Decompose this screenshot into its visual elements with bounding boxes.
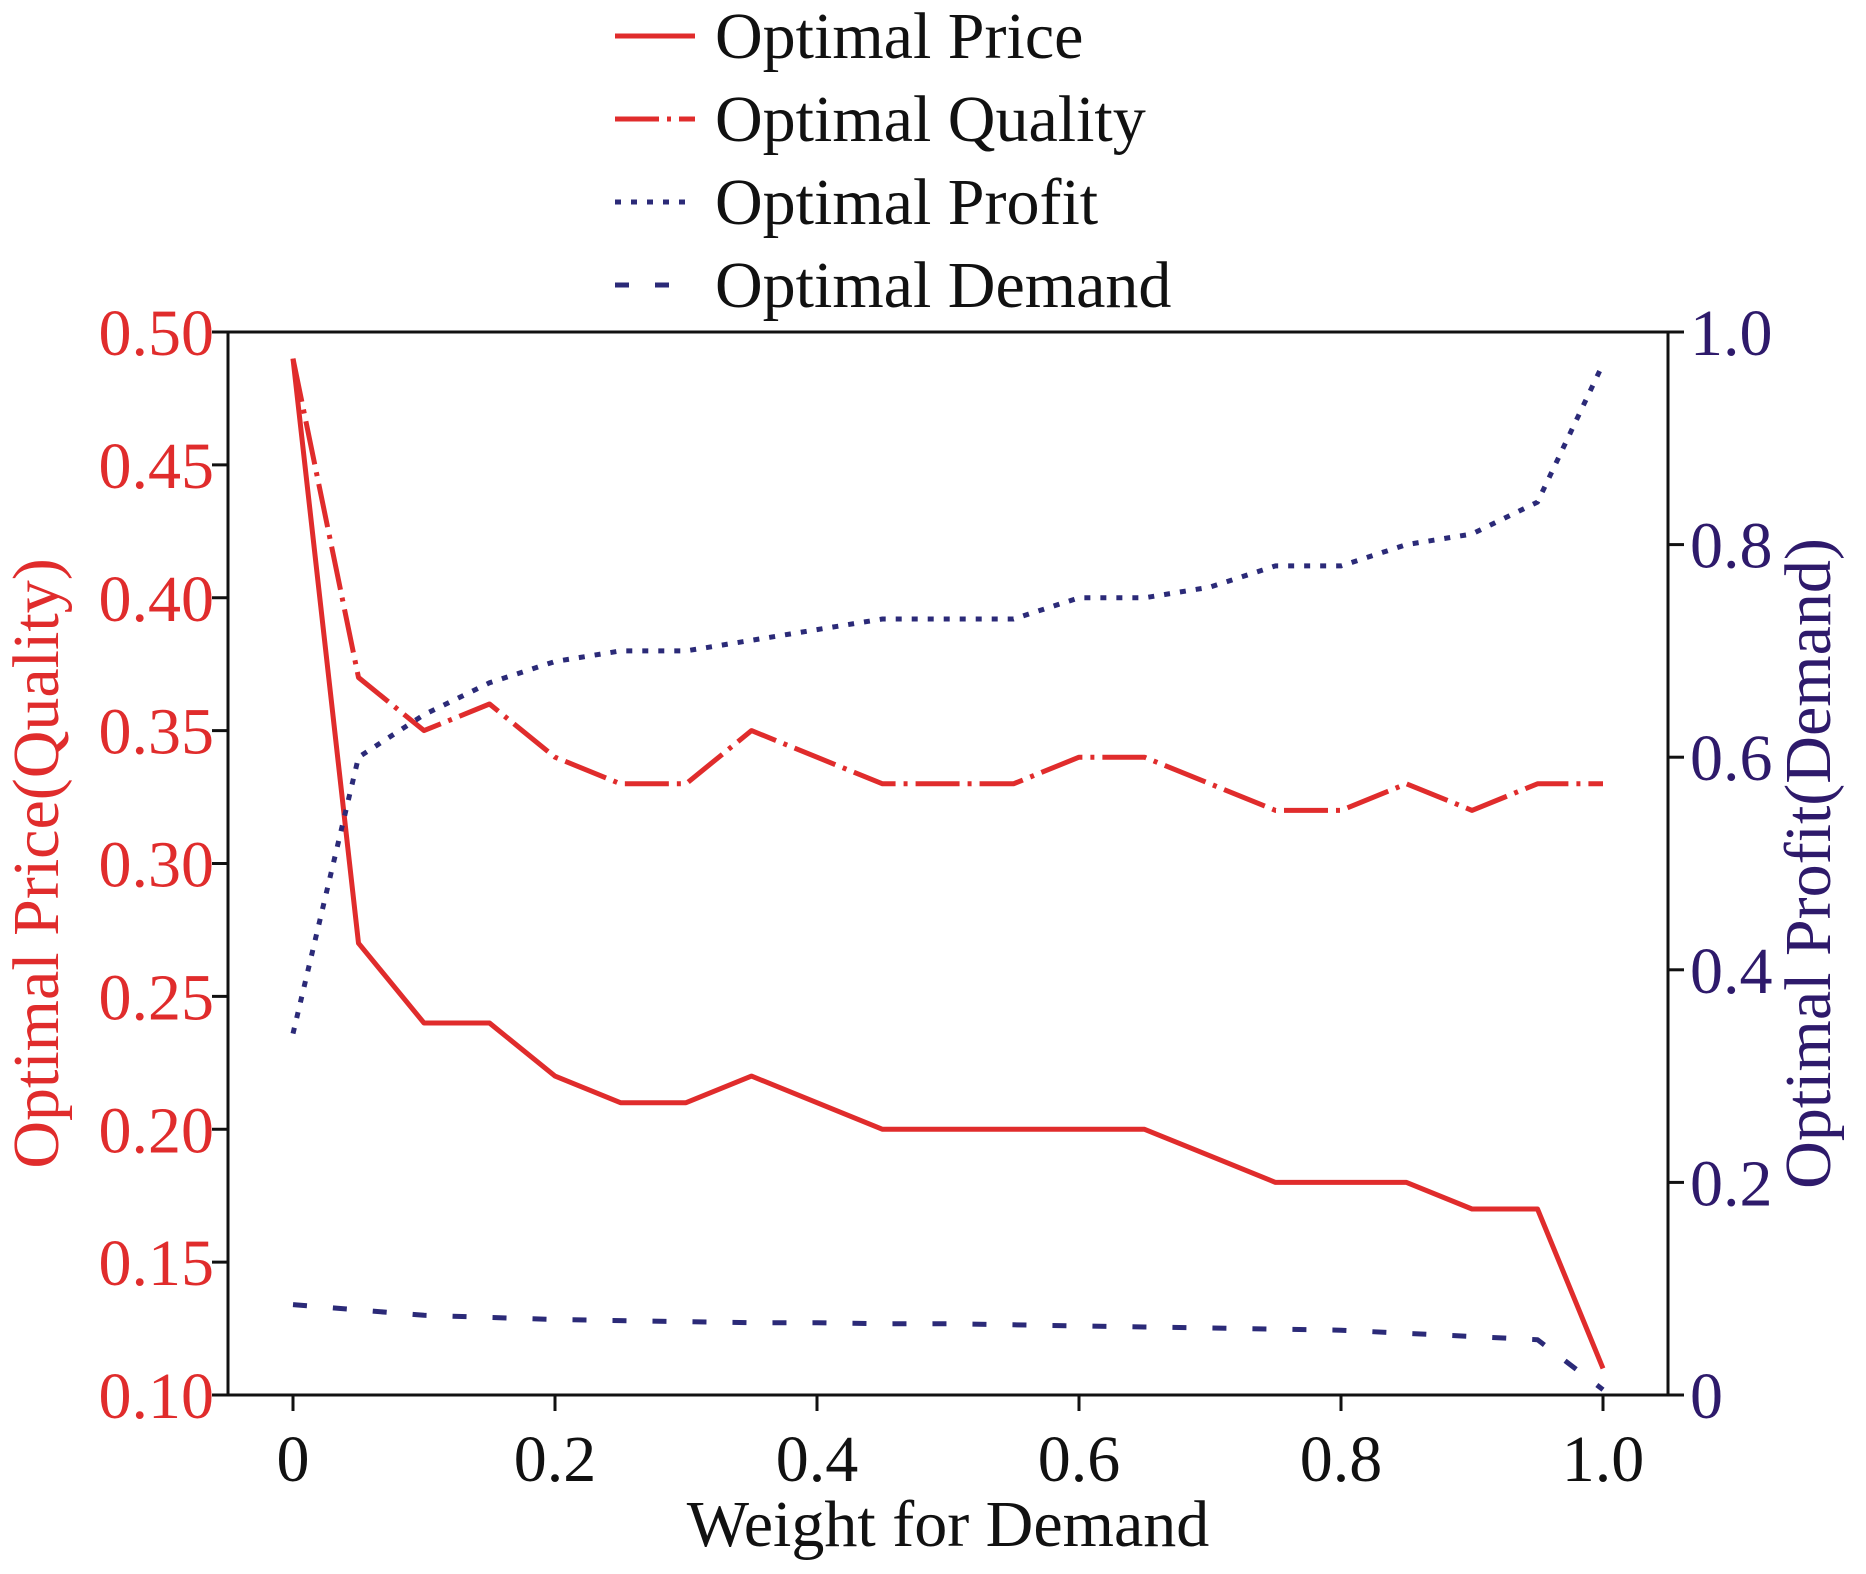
x-tick-label: 0	[277, 1423, 310, 1496]
legend-label-optimal-price: Optimal Price	[715, 0, 1083, 73]
series-line-optimal-demand	[292, 1302, 1605, 1392]
series-line-optimal-profit	[290, 362, 1606, 1035]
y-right-tick-label: 0	[1690, 1360, 1723, 1433]
y-axis-right: 0 0.2 0.4 0.6 0.8 1.0	[1668, 297, 1773, 1433]
y-right-tick-label: 0.8	[1690, 510, 1773, 583]
y-right-tick-label: 0.6	[1690, 722, 1773, 795]
y-axis-left: 0.10 0.15 0.20 0.25 0.30 0.35 0.40 0.45 0.50	[99, 297, 228, 1433]
y-left-tick-label: 0.25	[99, 961, 215, 1034]
y-right-tick-label: 0.2	[1690, 1147, 1773, 1220]
x-axis-title: Weight for Demand	[687, 1488, 1210, 1561]
y-left-tick-label: 0.40	[99, 563, 215, 636]
plot-area	[226, 330, 1670, 1397]
y-right-tick-label: 1.0	[1690, 297, 1773, 370]
y-axis-right-title: Optimal Profit(Demand)	[1772, 538, 1845, 1189]
series-line-optimal-price	[290, 358, 1606, 1370]
legend-label-optimal-demand: Optimal Demand	[715, 249, 1171, 322]
y-right-tick-label: 0.4	[1690, 935, 1773, 1008]
x-tick-label: 1.0	[1562, 1423, 1645, 1496]
y-left-tick-label: 0.10	[99, 1360, 215, 1433]
x-tick-label: 0.6	[1038, 1423, 1121, 1496]
series-lines	[290, 358, 1606, 1392]
y-left-tick-label: 0.15	[99, 1227, 215, 1300]
y-axis-left-title: Optimal Price(Quality)	[0, 558, 73, 1168]
x-tick-label: 0.8	[1300, 1423, 1383, 1496]
y-left-tick-label: 0.50	[99, 297, 215, 370]
y-left-tick-label: 0.35	[99, 696, 215, 769]
plot-frame	[226, 330, 1670, 1397]
x-axis: 0 0.2 0.4 0.6 0.8 1.0	[277, 1395, 1645, 1496]
y-left-tick-label: 0.45	[99, 430, 215, 503]
legend-label-optimal-quality: Optimal Quality	[715, 83, 1146, 156]
x-tick-label: 0.2	[514, 1423, 597, 1496]
y-left-tick-label: 0.20	[99, 1094, 215, 1167]
legend-label-optimal-profit: Optimal Profit	[715, 166, 1098, 239]
legend: Optimal Price Optimal Quality Optimal Prof…	[615, 0, 1171, 322]
series-line-optimal-quality	[290, 358, 1603, 813]
x-tick-label: 0.4	[776, 1423, 859, 1496]
y-left-tick-label: 0.30	[99, 829, 215, 902]
